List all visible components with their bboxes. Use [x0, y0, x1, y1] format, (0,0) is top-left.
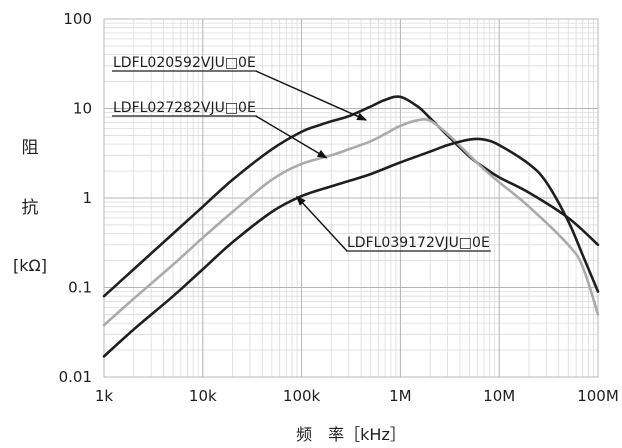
x-axis-title: 频 率［kHz］ — [296, 425, 406, 444]
y-axis-title-line-1: 阻 — [22, 138, 39, 158]
y-tick-label: 1 — [82, 189, 92, 207]
annotations: LDFL020592VJU□0E LDFL027282VJU□0E LDFL0391… — [112, 55, 491, 252]
series-line-3 — [102, 137, 600, 358]
series-label: LDFL027282VJU□0E — [113, 100, 256, 116]
y-axis-unit: [kΩ] — [13, 256, 47, 275]
x-tick-label: 10M — [483, 387, 515, 405]
plot-frame — [103, 18, 599, 378]
series-line-2 — [102, 117, 600, 327]
x-tick-label: 100k — [283, 387, 321, 405]
series-line-1 — [102, 95, 600, 298]
series-label: LDFL020592VJU□0E — [113, 55, 256, 71]
annotation-arrow — [255, 115, 328, 159]
x-tick-label: 100M — [577, 387, 619, 405]
y-tick-label: 0.01 — [59, 368, 92, 386]
series-label: LDFL039172VJU□0E — [347, 235, 490, 251]
x-tick-label: 10k — [189, 387, 217, 405]
y-axis-title-line-2: 抗 — [22, 198, 39, 218]
axis-titles: 阻 抗 [kΩ] 频 率［kHz］ — [13, 138, 406, 444]
y-tick-label: 10 — [73, 100, 92, 118]
grid — [103, 18, 599, 378]
tick-labels: 1k 10k 100k 1M 10M 100M 0.01 0.1 1 10 100 — [59, 10, 619, 405]
series-lines — [102, 95, 600, 358]
y-tick-label: 0.1 — [68, 279, 92, 297]
y-tick-label: 100 — [63, 10, 92, 28]
annotation-arrow — [255, 70, 368, 121]
x-tick-label: 1M — [389, 387, 412, 405]
plot-border — [103, 18, 599, 378]
x-tick-label: 1k — [95, 387, 114, 405]
annotation-arrow — [295, 195, 348, 252]
